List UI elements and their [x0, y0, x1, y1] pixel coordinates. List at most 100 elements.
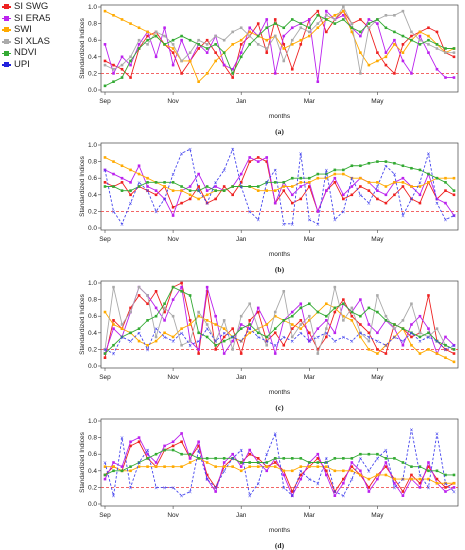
data-point	[299, 38, 303, 42]
data-point	[316, 352, 320, 355]
data-point	[214, 490, 217, 493]
series-ndvi	[103, 285, 456, 355]
data-point	[316, 327, 320, 330]
data-point: ×	[154, 327, 158, 333]
data-point	[205, 47, 209, 50]
data-point	[112, 185, 115, 188]
data-point: ×	[180, 151, 184, 157]
x-tick-label: Sep	[99, 374, 111, 381]
data-point	[452, 473, 456, 477]
data-point	[384, 14, 388, 17]
data-point	[350, 26, 354, 30]
data-point	[273, 34, 277, 38]
data-point	[307, 34, 311, 38]
data-point	[435, 43, 439, 46]
data-point	[137, 465, 141, 468]
data-point	[239, 323, 243, 326]
data-point	[282, 43, 286, 46]
y-tick-label: 0.0	[88, 363, 97, 370]
data-point	[350, 469, 354, 473]
data-point	[282, 469, 286, 473]
data-point	[231, 339, 234, 343]
data-point	[205, 461, 209, 464]
data-point	[435, 197, 439, 201]
data-point	[129, 310, 132, 314]
data-point	[299, 176, 303, 180]
data-point	[154, 290, 158, 293]
data-point: ×	[256, 335, 260, 341]
data-point	[342, 168, 345, 172]
data-point	[163, 444, 166, 448]
data-point	[325, 469, 328, 473]
data-point	[137, 26, 141, 30]
data-point	[367, 63, 371, 67]
data-point	[163, 465, 166, 468]
data-point	[316, 452, 320, 456]
data-point	[325, 473, 328, 477]
data-point	[205, 290, 209, 293]
data-point	[290, 335, 294, 339]
data-point	[376, 18, 379, 21]
data-point	[188, 457, 192, 460]
data-point	[222, 352, 226, 355]
data-point	[410, 30, 413, 34]
data-point	[239, 327, 243, 330]
data-point	[171, 448, 175, 452]
data-point	[197, 310, 200, 314]
data-point	[393, 38, 396, 42]
data-point	[171, 189, 175, 192]
x-tick-label: Jan	[236, 98, 247, 105]
data-point	[154, 30, 158, 34]
series-line	[105, 161, 455, 192]
y-tick-label: 0.8	[88, 159, 97, 166]
legend-swatch	[2, 25, 11, 34]
data-point	[367, 22, 371, 25]
data-point	[316, 172, 320, 176]
data-point	[214, 185, 217, 188]
data-point	[231, 327, 234, 330]
data-point	[299, 185, 303, 188]
data-point	[282, 319, 286, 322]
legend-label: NDVI	[14, 47, 37, 59]
data-point	[256, 189, 260, 192]
data-point	[325, 335, 328, 339]
data-point	[129, 181, 132, 184]
data-point	[299, 181, 303, 184]
series-line	[105, 457, 454, 484]
data-point	[325, 30, 328, 34]
data-point	[197, 47, 200, 50]
data-point	[239, 55, 243, 59]
data-point	[290, 201, 294, 205]
data-point	[333, 494, 337, 497]
data-point	[171, 205, 175, 209]
y-axis-label: Standardized Indices	[79, 431, 86, 492]
data-point	[384, 473, 388, 477]
data-point	[129, 193, 132, 197]
x-tick-label: Jan	[236, 236, 247, 243]
x-tick-label: Mar	[304, 236, 316, 243]
data-point	[333, 168, 337, 172]
data-point	[444, 335, 447, 339]
data-point	[376, 477, 379, 481]
data-point: ×	[171, 485, 175, 491]
x-tick-label: Jan	[236, 374, 247, 381]
data-point	[197, 444, 200, 448]
data-point	[239, 465, 243, 468]
data-point	[307, 314, 311, 318]
data-point	[444, 176, 447, 180]
data-point	[112, 461, 115, 464]
data-point	[239, 181, 243, 184]
data-point	[410, 335, 413, 339]
data-point	[376, 310, 379, 314]
data-point	[248, 448, 252, 452]
data-point	[410, 38, 413, 42]
data-point: ×	[401, 214, 405, 220]
data-point	[452, 214, 456, 217]
data-point	[444, 189, 447, 192]
data-point	[129, 469, 132, 473]
data-point	[452, 343, 456, 347]
data-point	[325, 18, 328, 21]
data-point	[163, 185, 166, 188]
series-line	[104, 10, 455, 79]
data-point	[307, 319, 311, 322]
